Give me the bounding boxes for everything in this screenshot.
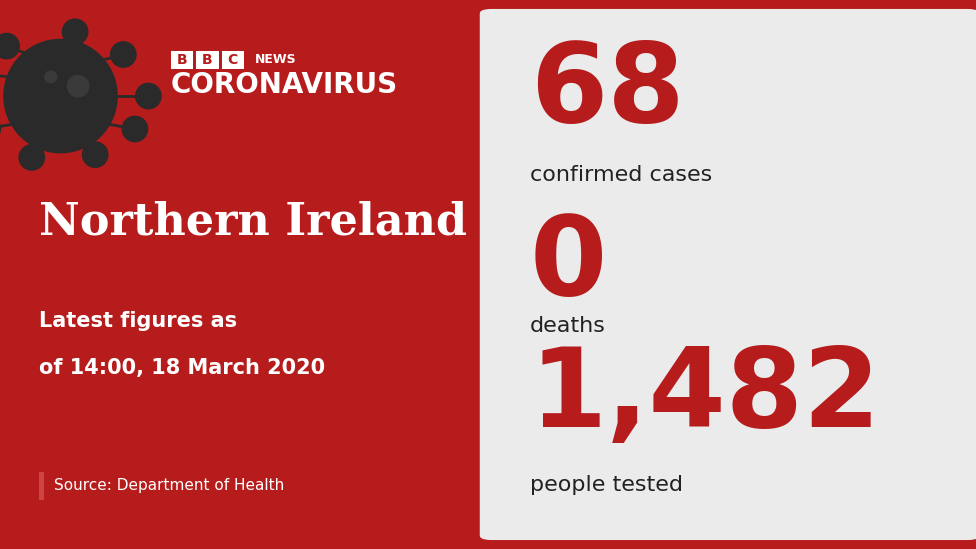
Text: 0: 0	[530, 211, 607, 318]
Text: of 14:00, 18 March 2020: of 14:00, 18 March 2020	[39, 358, 325, 378]
Text: Source: Department of Health: Source: Department of Health	[54, 478, 284, 494]
Text: B: B	[202, 53, 213, 67]
Text: confirmed cases: confirmed cases	[530, 165, 712, 184]
Text: Latest figures as: Latest figures as	[39, 311, 237, 331]
Ellipse shape	[62, 19, 88, 44]
FancyBboxPatch shape	[39, 472, 44, 500]
Ellipse shape	[110, 42, 136, 67]
FancyBboxPatch shape	[196, 51, 219, 69]
Text: deaths: deaths	[530, 316, 606, 335]
Ellipse shape	[4, 40, 117, 153]
Ellipse shape	[20, 145, 45, 170]
Text: people tested: people tested	[530, 475, 683, 495]
Text: 1,482: 1,482	[530, 343, 881, 450]
FancyBboxPatch shape	[222, 51, 244, 69]
FancyBboxPatch shape	[476, 5, 976, 544]
Text: 68: 68	[530, 38, 684, 145]
Text: Northern Ireland: Northern Ireland	[39, 201, 468, 244]
Text: NEWS: NEWS	[255, 53, 297, 66]
Text: CORONAVIRUS: CORONAVIRUS	[171, 71, 398, 99]
FancyBboxPatch shape	[171, 51, 193, 69]
Ellipse shape	[67, 75, 89, 97]
Text: C: C	[227, 53, 238, 67]
Ellipse shape	[0, 33, 20, 59]
Ellipse shape	[136, 83, 161, 109]
Ellipse shape	[122, 116, 147, 142]
Text: B: B	[177, 53, 187, 67]
Ellipse shape	[45, 71, 57, 83]
Ellipse shape	[82, 142, 107, 167]
